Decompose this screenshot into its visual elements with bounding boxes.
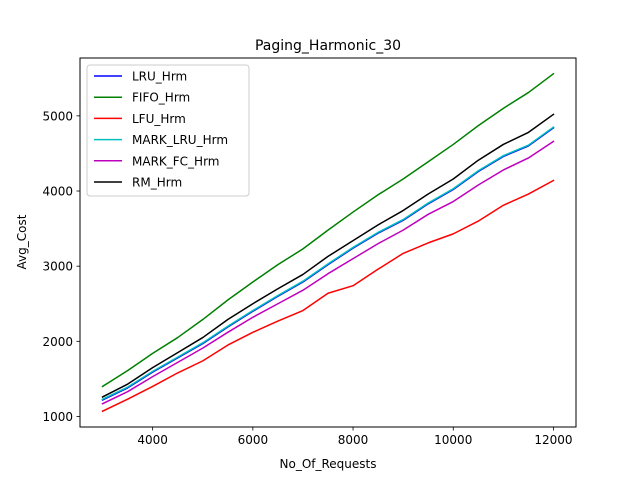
- legend-label: LFU_Hrm: [132, 112, 186, 126]
- y-axis: 1000 2000 3000 4000 5000: [42, 109, 80, 424]
- series-line-fifo-hrm: [101, 72, 555, 388]
- y-tick-label: 3000: [42, 260, 73, 274]
- plot-frame: [79, 57, 577, 428]
- x-tick-label: 6000: [238, 433, 269, 447]
- legend-label: FIFO_Hrm: [132, 91, 190, 105]
- series-line-mark-lru-hrm: [101, 126, 555, 401]
- series-line-rm-hrm: [101, 113, 555, 398]
- legend-label: LRU_Hrm: [132, 70, 187, 84]
- series-lines: [101, 72, 555, 413]
- y-tick-label: 4000: [42, 185, 73, 199]
- x-tick-label: 10000: [434, 433, 472, 447]
- y-tick-label: 2000: [42, 335, 73, 349]
- series-line-mark-fc-hrm: [101, 140, 555, 405]
- x-axis: 4000 6000 8000 10000 12000: [137, 427, 573, 447]
- legend-box: [86, 64, 250, 197]
- legend-label: MARK_LRU_Hrm: [132, 133, 228, 147]
- x-axis-label: No_Of_Requests: [280, 457, 377, 471]
- y-axis-label: Avg_Cost: [15, 214, 29, 269]
- x-tick-label: 12000: [534, 433, 572, 447]
- x-tick-label: 4000: [137, 433, 168, 447]
- legend: LRU_Hrm FIFO_Hrm LFU_Hrm MARK_LRU_Hrm MARK_F…: [86, 64, 250, 197]
- series-line-lfu-hrm: [101, 179, 555, 413]
- legend-label: RM_Hrm: [132, 176, 182, 190]
- y-tick-label: 5000: [42, 109, 73, 123]
- legend-label: MARK_FC_Hrm: [132, 154, 220, 168]
- y-tick-label: 1000: [42, 410, 73, 424]
- x-tick-label: 8000: [338, 433, 369, 447]
- chart-title: Paging_Harmonic_30: [255, 38, 401, 54]
